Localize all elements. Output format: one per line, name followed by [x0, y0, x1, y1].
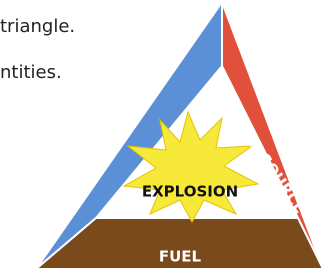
explosion-label: EXPLOSION — [142, 183, 238, 201]
text-line: ntities. — [0, 62, 62, 83]
text-line: triangle. — [0, 16, 75, 37]
diagram: triangle. ntities. OXYGEN IGNITION SOURC… — [0, 0, 323, 269]
fuel-label: FUEL — [159, 248, 202, 266]
page: triangle. ntities. OXYGEN IGNITION SOURC… — [0, 0, 323, 269]
